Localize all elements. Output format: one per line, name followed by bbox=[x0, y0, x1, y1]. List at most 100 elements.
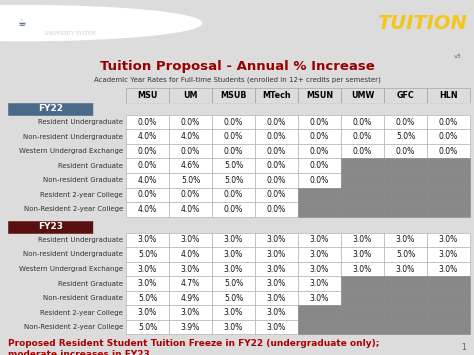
Bar bbox=[169, 262, 212, 276]
Text: 0.0%: 0.0% bbox=[138, 190, 157, 199]
Bar bbox=[93, 103, 474, 115]
Bar bbox=[384, 129, 427, 144]
Bar bbox=[255, 291, 298, 305]
Bar bbox=[126, 173, 169, 187]
Bar bbox=[384, 233, 427, 247]
Bar bbox=[126, 320, 169, 334]
Text: 0.0%: 0.0% bbox=[396, 118, 415, 127]
Bar bbox=[255, 320, 298, 334]
Bar bbox=[255, 305, 298, 320]
Text: v3: v3 bbox=[454, 54, 462, 59]
Text: 3.0%: 3.0% bbox=[267, 250, 286, 259]
Text: 0.0%: 0.0% bbox=[138, 118, 157, 127]
Text: UMW: UMW bbox=[351, 91, 374, 100]
Text: 3.0%: 3.0% bbox=[353, 235, 372, 245]
Bar bbox=[126, 262, 169, 276]
Text: Western Undergrad Exchange: Western Undergrad Exchange bbox=[19, 266, 123, 272]
Bar bbox=[298, 173, 341, 187]
Circle shape bbox=[0, 6, 201, 40]
Bar bbox=[169, 202, 212, 217]
Text: moderate increases in FY23: moderate increases in FY23 bbox=[8, 350, 150, 355]
Text: 3.0%: 3.0% bbox=[310, 264, 329, 273]
Bar bbox=[384, 305, 427, 320]
Bar bbox=[298, 262, 341, 276]
Bar bbox=[255, 233, 298, 247]
Bar bbox=[384, 88, 427, 103]
Bar bbox=[384, 291, 427, 305]
Text: 3.0%: 3.0% bbox=[396, 235, 415, 245]
Text: 5.0%: 5.0% bbox=[181, 176, 200, 185]
Bar bbox=[126, 233, 169, 247]
Text: 0.0%: 0.0% bbox=[181, 190, 200, 199]
Text: 3.0%: 3.0% bbox=[353, 250, 372, 259]
Bar bbox=[255, 115, 298, 129]
Bar bbox=[384, 202, 427, 217]
Text: 4.6%: 4.6% bbox=[181, 161, 200, 170]
Bar bbox=[169, 247, 212, 262]
Text: MTech: MTech bbox=[262, 91, 291, 100]
Text: 0.0%: 0.0% bbox=[224, 132, 243, 141]
Bar bbox=[169, 144, 212, 158]
Bar bbox=[126, 187, 169, 202]
Text: 3.0%: 3.0% bbox=[267, 323, 286, 332]
Bar bbox=[427, 187, 470, 202]
Text: FY23: FY23 bbox=[38, 222, 63, 231]
Bar bbox=[126, 129, 169, 144]
Text: 0.0%: 0.0% bbox=[396, 147, 415, 156]
Text: 3.0%: 3.0% bbox=[224, 308, 243, 317]
Text: 0.0%: 0.0% bbox=[181, 118, 200, 127]
Text: 1: 1 bbox=[461, 343, 466, 352]
Bar bbox=[341, 129, 384, 144]
Text: 3.0%: 3.0% bbox=[224, 250, 243, 259]
Bar bbox=[341, 247, 384, 262]
Bar bbox=[212, 115, 255, 129]
Text: 0.0%: 0.0% bbox=[224, 147, 243, 156]
Text: 3.0%: 3.0% bbox=[267, 235, 286, 245]
Bar bbox=[255, 262, 298, 276]
Text: MONTANA: MONTANA bbox=[45, 12, 89, 21]
Bar bbox=[341, 320, 384, 334]
Text: 3.0%: 3.0% bbox=[138, 264, 157, 273]
Bar bbox=[341, 158, 384, 173]
Bar bbox=[126, 202, 169, 217]
Text: 0.0%: 0.0% bbox=[224, 205, 243, 214]
Bar bbox=[427, 88, 470, 103]
Text: 0.0%: 0.0% bbox=[439, 132, 458, 141]
Text: Tuition Proposal - Annual % Increase: Tuition Proposal - Annual % Increase bbox=[100, 60, 374, 73]
Text: UNIVERSITY SYSTEM: UNIVERSITY SYSTEM bbox=[45, 31, 95, 36]
Text: 3.0%: 3.0% bbox=[267, 264, 286, 273]
Text: 0.0%: 0.0% bbox=[267, 205, 286, 214]
Bar bbox=[298, 129, 341, 144]
Bar bbox=[126, 305, 169, 320]
Text: 5.0%: 5.0% bbox=[396, 250, 415, 259]
Text: 3.0%: 3.0% bbox=[310, 279, 329, 288]
Text: 0.0%: 0.0% bbox=[224, 118, 243, 127]
Text: Non-resident Graduate: Non-resident Graduate bbox=[43, 177, 123, 183]
Text: 0.0%: 0.0% bbox=[310, 176, 329, 185]
Text: 0.0%: 0.0% bbox=[439, 118, 458, 127]
Text: Non-resident Undergraduate: Non-resident Undergraduate bbox=[23, 133, 123, 140]
Bar bbox=[126, 158, 169, 173]
Text: 3.0%: 3.0% bbox=[267, 294, 286, 302]
Text: 0.0%: 0.0% bbox=[138, 147, 157, 156]
Text: FY22: FY22 bbox=[38, 104, 63, 113]
Bar bbox=[212, 129, 255, 144]
Bar bbox=[126, 115, 169, 129]
Text: 0.0%: 0.0% bbox=[267, 147, 286, 156]
Text: 4.9%: 4.9% bbox=[181, 294, 200, 302]
Bar bbox=[298, 88, 341, 103]
Bar bbox=[298, 247, 341, 262]
Bar bbox=[427, 247, 470, 262]
Bar bbox=[8, 88, 126, 103]
Text: Resident Undergraduate: Resident Undergraduate bbox=[38, 237, 123, 243]
Text: 4.0%: 4.0% bbox=[138, 176, 157, 185]
Text: 0.0%: 0.0% bbox=[353, 118, 372, 127]
Text: Academic Year Rates for Full-time Students (enrolled in 12+ credits per semester: Academic Year Rates for Full-time Studen… bbox=[94, 76, 380, 83]
Text: 0.0%: 0.0% bbox=[353, 147, 372, 156]
Text: 3.9%: 3.9% bbox=[181, 323, 200, 332]
Bar bbox=[212, 158, 255, 173]
Text: Proposed Resident Student Tuition Freeze in FY22 (undergraduate only);: Proposed Resident Student Tuition Freeze… bbox=[8, 339, 379, 348]
Bar bbox=[255, 158, 298, 173]
Text: 3.0%: 3.0% bbox=[224, 235, 243, 245]
Text: Non-Resident 2-year College: Non-Resident 2-year College bbox=[24, 206, 123, 212]
